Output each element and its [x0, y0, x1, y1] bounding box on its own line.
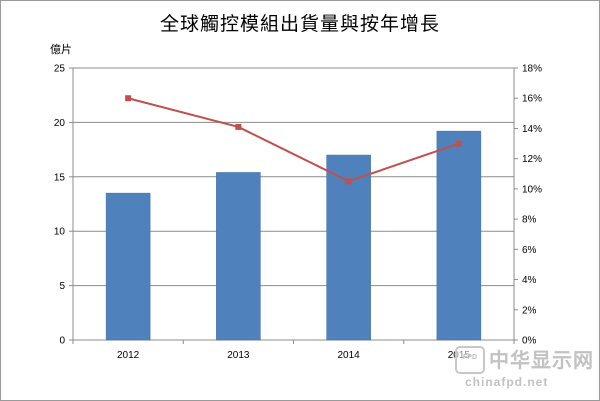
bar	[326, 154, 371, 341]
y-right-tick-label: 0%	[522, 336, 537, 347]
series-line	[127, 97, 460, 183]
y-right-tick-label: 18%	[522, 64, 542, 75]
y-right-tick-label: 10%	[522, 184, 542, 195]
y-left-tick-label: 15	[54, 172, 66, 183]
y-right-tick-label: 6%	[522, 245, 537, 256]
y-left-tick-label: 20	[54, 118, 66, 129]
watermark-badge-text: FPD	[463, 354, 477, 361]
y-right-tick-label: 14%	[522, 124, 542, 135]
line-point	[455, 140, 462, 147]
x-tick-label: 2014	[338, 350, 361, 361]
y-left-tick-label: 5	[59, 281, 65, 292]
y-right-tick-label: 12%	[522, 154, 542, 165]
y-left-tick-label: 0	[59, 336, 65, 347]
watermark-name: 中华显示网	[489, 348, 594, 372]
y-right-tick-label: 4%	[522, 275, 537, 286]
y-left-tick-label: 25	[54, 64, 66, 75]
y-left-tick-label: 10	[54, 227, 66, 238]
fpd-badge-icon: FPD	[455, 346, 485, 374]
y-right-tick-label: 8%	[522, 215, 537, 226]
line-point	[345, 178, 352, 185]
y-axis-unit-label: 億片	[50, 43, 72, 56]
line-point	[125, 95, 132, 102]
bar	[105, 192, 151, 341]
watermark-logo: FPD 中华显示网 chinafpd.net	[453, 344, 594, 390]
y-right-tick-label: 16%	[522, 94, 542, 105]
bar	[216, 172, 261, 341]
y-right-tick-label: 2%	[522, 305, 537, 316]
line-point	[235, 123, 242, 130]
bar	[436, 130, 482, 341]
x-tick-label: 2013	[227, 350, 250, 361]
x-tick-label: 2012	[117, 350, 140, 361]
watermark-url: chinafpd.net	[465, 375, 549, 389]
chart-title: 全球觸控模組出貨量與按年增長	[159, 13, 440, 35]
